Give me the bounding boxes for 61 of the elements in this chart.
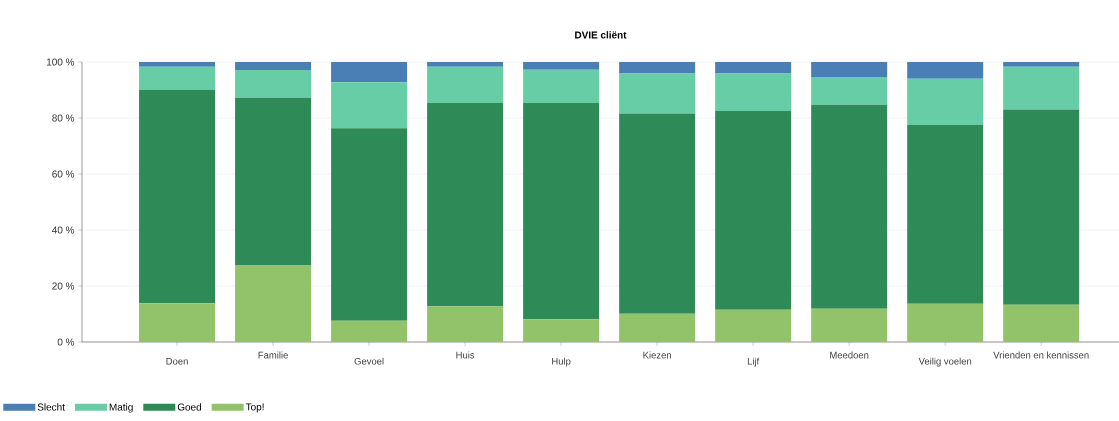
bar [907, 62, 984, 79]
x-tick-label: Gevoel [354, 357, 384, 365]
bar [139, 62, 216, 67]
bar [427, 306, 504, 342]
y-tick-label: 40 % [52, 226, 75, 234]
x-tick-label: Doen [166, 358, 188, 365]
x-tick-label: Hulp [552, 357, 571, 367]
legend-label: Top! [245, 403, 264, 413]
x-tick-label: Meedoen [830, 351, 869, 359]
bar [907, 303, 984, 342]
bar [619, 73, 696, 114]
y-tick-label: 0 % [57, 338, 75, 346]
bar [523, 69, 600, 103]
bar [139, 303, 216, 342]
bar [235, 62, 312, 71]
bar [619, 62, 696, 74]
bar [427, 62, 504, 67]
bar [235, 70, 312, 98]
bar [1003, 304, 1080, 342]
y-tick-label: 60 % [52, 170, 75, 178]
x-tick-label: Huis [456, 351, 475, 359]
bar [235, 97, 312, 266]
y-tick-label: 100 % [47, 58, 75, 66]
legend-label: Matig [109, 403, 133, 413]
bar [619, 313, 696, 342]
bar [811, 104, 888, 309]
x-tick-label: Lijf [747, 357, 760, 367]
bar [715, 111, 792, 310]
legend-label: Slecht [37, 403, 65, 411]
x-tick-label: Vrienden en kennissen [993, 351, 1089, 359]
bar [907, 125, 984, 304]
x-tick-label: Familie [258, 351, 288, 359]
x-tick-label: Kiezen [643, 351, 671, 359]
bar [1003, 66, 1080, 110]
bar [907, 78, 984, 125]
bar [811, 77, 888, 105]
bar [331, 128, 408, 321]
chart-title: DVIE cliënt [575, 31, 627, 39]
bar [811, 308, 888, 342]
y-tick-label: 20 % [52, 282, 75, 290]
bar [523, 62, 600, 70]
x-tick-label: Veilig voelen [918, 357, 972, 367]
bar [331, 82, 408, 129]
bar [139, 90, 216, 304]
bar [523, 319, 600, 342]
bar [715, 73, 792, 111]
bar [1003, 62, 1080, 67]
bar [715, 62, 792, 74]
bar [331, 62, 408, 83]
bar [811, 62, 888, 78]
y-tick-label: 80 % [52, 114, 75, 122]
bar [331, 320, 408, 342]
bar [427, 66, 504, 103]
bar [139, 66, 216, 90]
legend-label: Goed [177, 403, 202, 411]
bar [235, 265, 312, 342]
bar [523, 102, 600, 320]
bar [1003, 109, 1080, 305]
bar [715, 309, 792, 342]
bar [427, 102, 504, 307]
bar [619, 113, 696, 314]
